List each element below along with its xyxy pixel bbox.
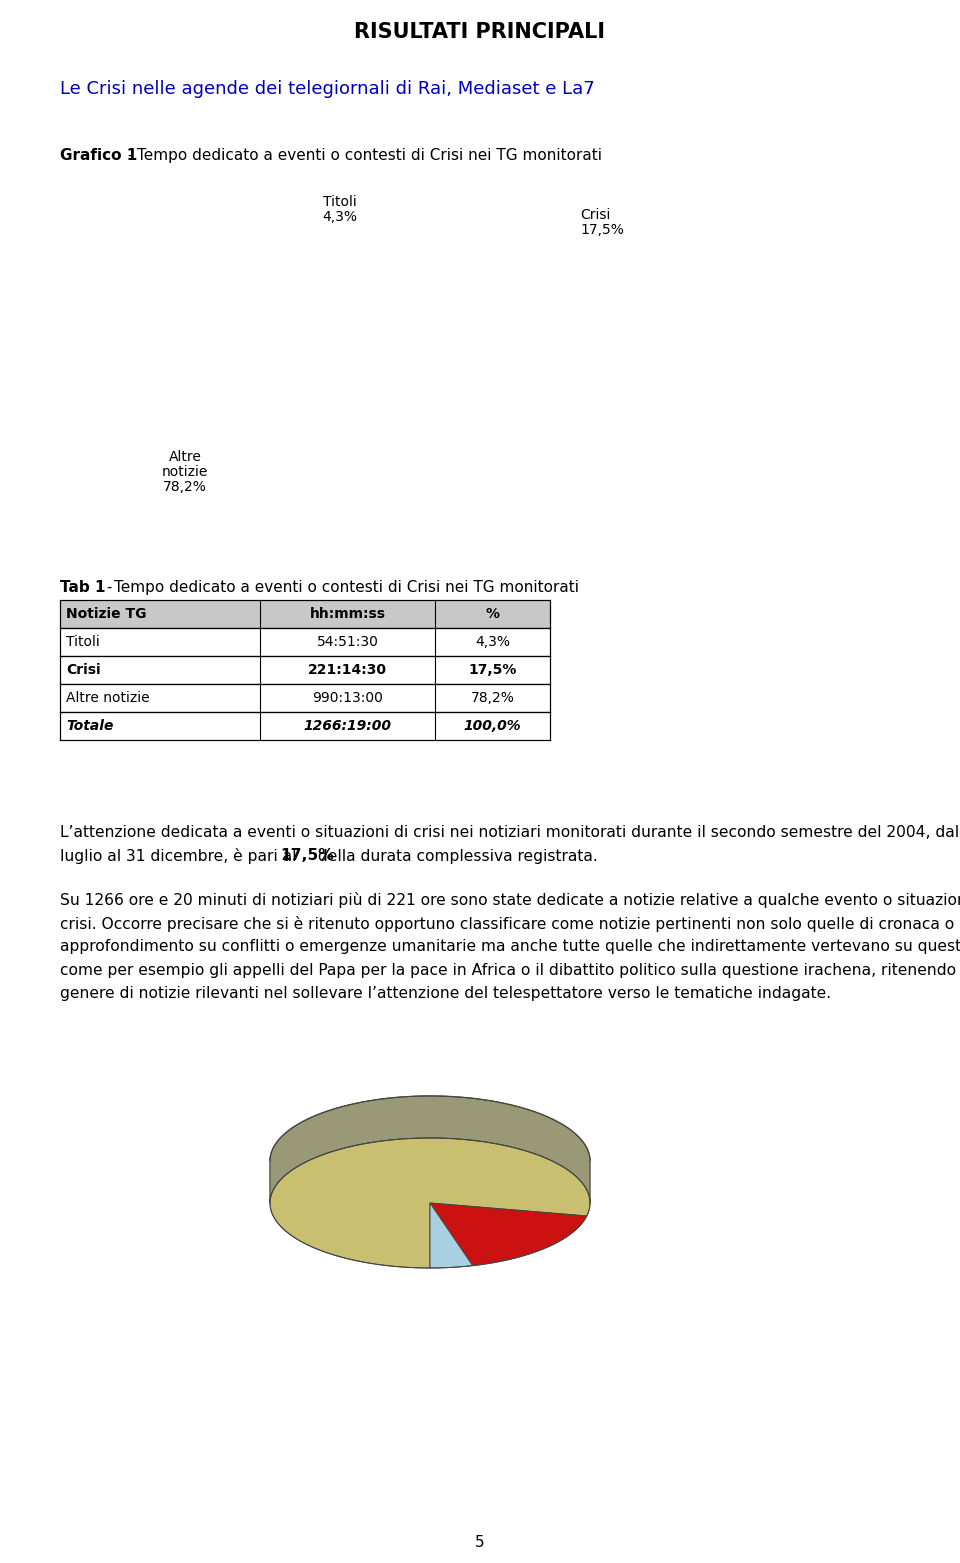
Text: Le Crisi nelle agende dei telegiornali di Rai, Mediaset e La7: Le Crisi nelle agende dei telegiornali d… (60, 80, 595, 98)
Text: hh:mm:ss: hh:mm:ss (309, 606, 386, 621)
Polygon shape (430, 1204, 472, 1268)
Text: Altre: Altre (169, 450, 202, 464)
Polygon shape (270, 1096, 590, 1161)
Bar (60, 628, 550, 656)
Text: 4,3%: 4,3% (475, 635, 510, 649)
Polygon shape (430, 1204, 587, 1266)
Text: Totale: Totale (66, 719, 113, 733)
Text: Tab 1: Tab 1 (60, 580, 106, 596)
Text: 17,5%: 17,5% (280, 849, 334, 863)
Text: 78,2%: 78,2% (163, 480, 207, 494)
Text: notizie: notizie (162, 466, 208, 478)
Text: genere di notizie rilevanti nel sollevare l’attenzione del telespettatore verso : genere di notizie rilevanti nel sollevar… (60, 986, 831, 1000)
Text: luglio al 31 dicembre, è pari al: luglio al 31 dicembre, è pari al (60, 849, 301, 864)
Text: Titoli: Titoli (66, 635, 100, 649)
Text: Su 1266 ore e 20 minuti di notiziari più di 221 ore sono state dedicate a notizi: Su 1266 ore e 20 minuti di notiziari più… (60, 892, 960, 908)
Bar (60, 685, 550, 713)
Text: RISULTATI PRINCIPALI: RISULTATI PRINCIPALI (354, 22, 606, 42)
Text: approfondimento su conflitti o emergenze umanitarie ma anche tutte quelle che in: approfondimento su conflitti o emergenze… (60, 939, 960, 953)
Text: come per esempio gli appelli del Papa per la pace in Africa o il dibattito polit: come per esempio gli appelli del Papa pe… (60, 963, 960, 977)
Text: 4,3%: 4,3% (323, 209, 357, 224)
Text: 1266:19:00: 1266:19:00 (303, 719, 392, 733)
Text: Altre notizie: Altre notizie (66, 691, 150, 705)
Text: 78,2%: 78,2% (470, 691, 515, 705)
Text: Grafico 1: Grafico 1 (60, 148, 137, 163)
Text: 5: 5 (475, 1535, 485, 1550)
Text: 100,0%: 100,0% (464, 719, 521, 733)
Text: -: - (123, 148, 138, 163)
Text: della durata complessiva registrata.: della durata complessiva registrata. (313, 849, 598, 863)
Text: %: % (486, 606, 499, 621)
Text: Tempo dedicato a eventi o contesti di Crisi nei TG monitorati: Tempo dedicato a eventi o contesti di Cr… (114, 580, 579, 596)
Text: 221:14:30: 221:14:30 (308, 663, 387, 677)
Text: Tempo dedicato a eventi o contesti di Crisi nei TG monitorati: Tempo dedicato a eventi o contesti di Cr… (137, 148, 602, 163)
Text: Crisi: Crisi (580, 208, 611, 222)
Bar (60, 656, 550, 685)
Text: 54:51:30: 54:51:30 (317, 635, 378, 649)
Text: 17,5%: 17,5% (580, 224, 624, 238)
Text: crisi. Occorre precisare che si è ritenuto opportuno classificare come notizie p: crisi. Occorre precisare che si è ritenu… (60, 916, 960, 932)
Bar (60, 713, 550, 739)
Polygon shape (270, 1096, 590, 1202)
Polygon shape (270, 1138, 590, 1268)
Text: 17,5%: 17,5% (468, 663, 516, 677)
Text: 990:13:00: 990:13:00 (312, 691, 383, 705)
Text: Titoli: Titoli (324, 195, 357, 209)
Text: Crisi: Crisi (66, 663, 101, 677)
Text: L’attenzione dedicata a eventi o situazioni di crisi nei notiziari monitorati du: L’attenzione dedicata a eventi o situazi… (60, 825, 960, 839)
Text: Notizie TG: Notizie TG (66, 606, 147, 621)
Bar (60, 600, 550, 628)
Text: -: - (102, 580, 117, 596)
